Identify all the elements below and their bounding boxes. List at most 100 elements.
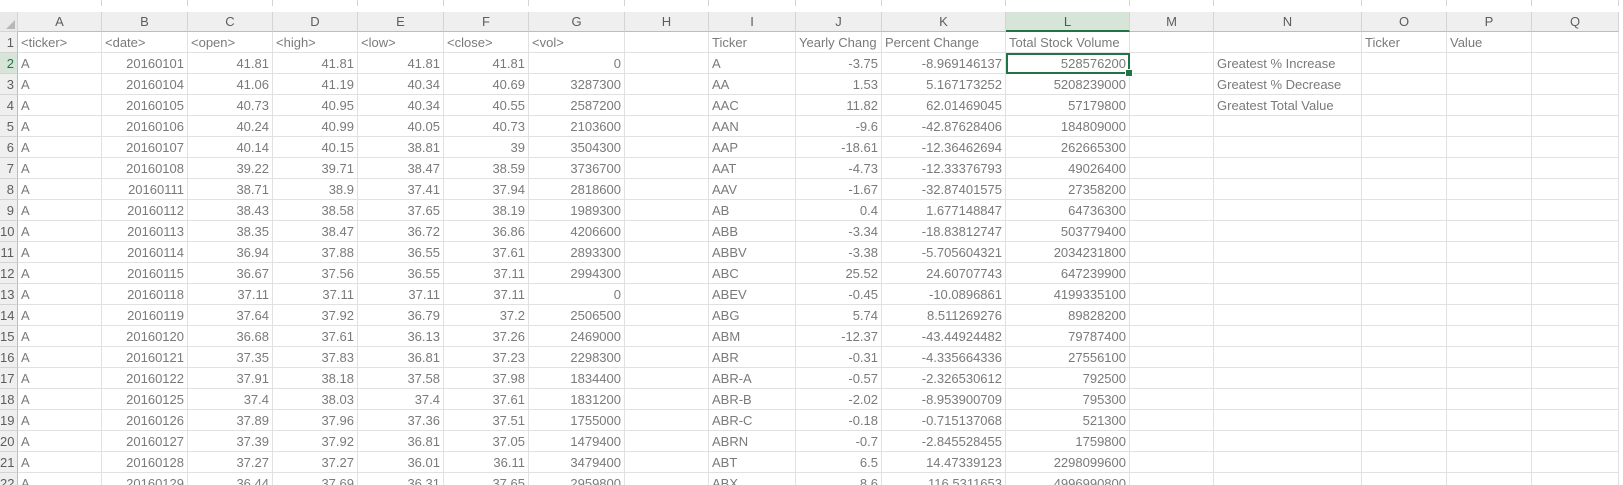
cell-o1[interactable]: Ticker bbox=[1362, 32, 1447, 53]
cell-i2[interactable]: A bbox=[709, 53, 796, 74]
cell-n17[interactable] bbox=[1214, 368, 1362, 389]
cell-j12[interactable]: 25.52 bbox=[796, 263, 882, 284]
cell-d6[interactable]: 40.15 bbox=[273, 137, 358, 158]
cell-a9[interactable]: A bbox=[18, 200, 102, 221]
cell-f13[interactable]: 37.11 bbox=[444, 284, 529, 305]
cell-q19[interactable] bbox=[1532, 410, 1619, 431]
cell-h18[interactable] bbox=[625, 389, 709, 410]
cell-p2[interactable] bbox=[1447, 53, 1532, 74]
cell-a3[interactable]: A bbox=[18, 74, 102, 95]
cell-p18[interactable] bbox=[1447, 389, 1532, 410]
cell-f2[interactable]: 41.81 bbox=[444, 53, 529, 74]
cell-k10[interactable]: -18.83812747 bbox=[882, 221, 1006, 242]
row-header-2[interactable]: 2 bbox=[0, 53, 18, 74]
cell-g19[interactable]: 1755000 bbox=[529, 410, 625, 431]
cell-o15[interactable] bbox=[1362, 326, 1447, 347]
cell-l3[interactable]: 5208239000 bbox=[1006, 74, 1130, 95]
cell-g20[interactable]: 1479400 bbox=[529, 431, 625, 452]
cell-k16[interactable]: -4.335664336 bbox=[882, 347, 1006, 368]
cell-h12[interactable] bbox=[625, 263, 709, 284]
row-header-8[interactable]: 8 bbox=[0, 179, 18, 200]
cell-h9[interactable] bbox=[625, 200, 709, 221]
column-header-o[interactable]: O bbox=[1362, 12, 1447, 32]
cell-c7[interactable]: 39.22 bbox=[188, 158, 273, 179]
cell-o12[interactable] bbox=[1362, 263, 1447, 284]
cell-c12[interactable]: 36.67 bbox=[188, 263, 273, 284]
cell-q22[interactable] bbox=[1532, 473, 1619, 485]
row-header-22[interactable]: 22 bbox=[0, 473, 18, 485]
row-header-16[interactable]: 16 bbox=[0, 347, 18, 368]
cell-i11[interactable]: ABBV bbox=[709, 242, 796, 263]
cell-k3[interactable]: 5.167173252 bbox=[882, 74, 1006, 95]
cell-j5[interactable]: -9.6 bbox=[796, 116, 882, 137]
cell-l11[interactable]: 2034231800 bbox=[1006, 242, 1130, 263]
cell-o21[interactable] bbox=[1362, 452, 1447, 473]
cell-l15[interactable]: 79787400 bbox=[1006, 326, 1130, 347]
cell-k11[interactable]: -5.705604321 bbox=[882, 242, 1006, 263]
cell-m5[interactable] bbox=[1130, 116, 1214, 137]
cell-b21[interactable]: 20160128 bbox=[102, 452, 188, 473]
cell-e12[interactable]: 36.55 bbox=[358, 263, 444, 284]
cell-a8[interactable]: A bbox=[18, 179, 102, 200]
cell-f21[interactable]: 36.11 bbox=[444, 452, 529, 473]
cell-j4[interactable]: 11.82 bbox=[796, 95, 882, 116]
cell-n2[interactable]: Greatest % Increase bbox=[1214, 53, 1362, 74]
cell-b14[interactable]: 20160119 bbox=[102, 305, 188, 326]
cell-d1[interactable]: <high> bbox=[273, 32, 358, 53]
cell-f7[interactable]: 38.59 bbox=[444, 158, 529, 179]
cell-h20[interactable] bbox=[625, 431, 709, 452]
cell-k12[interactable]: 24.60707743 bbox=[882, 263, 1006, 284]
column-header-e[interactable]: E bbox=[358, 12, 444, 32]
cell-b18[interactable]: 20160125 bbox=[102, 389, 188, 410]
fill-handle[interactable] bbox=[1125, 69, 1133, 77]
cell-k20[interactable]: -2.845528455 bbox=[882, 431, 1006, 452]
cell-l16[interactable]: 27556100 bbox=[1006, 347, 1130, 368]
cell-c19[interactable]: 37.89 bbox=[188, 410, 273, 431]
cell-a6[interactable]: A bbox=[18, 137, 102, 158]
cell-q17[interactable] bbox=[1532, 368, 1619, 389]
cell-h11[interactable] bbox=[625, 242, 709, 263]
cell-m15[interactable] bbox=[1130, 326, 1214, 347]
cell-o22[interactable] bbox=[1362, 473, 1447, 485]
cell-b13[interactable]: 20160118 bbox=[102, 284, 188, 305]
cell-p15[interactable] bbox=[1447, 326, 1532, 347]
cell-j9[interactable]: 0.4 bbox=[796, 200, 882, 221]
cell-j8[interactable]: -1.67 bbox=[796, 179, 882, 200]
cell-d9[interactable]: 38.58 bbox=[273, 200, 358, 221]
cell-g2[interactable]: 0 bbox=[529, 53, 625, 74]
cell-h19[interactable] bbox=[625, 410, 709, 431]
cell-h5[interactable] bbox=[625, 116, 709, 137]
cell-o11[interactable] bbox=[1362, 242, 1447, 263]
cell-g7[interactable]: 3736700 bbox=[529, 158, 625, 179]
cell-m2[interactable] bbox=[1130, 53, 1214, 74]
cell-h4[interactable] bbox=[625, 95, 709, 116]
cell-i5[interactable]: AAN bbox=[709, 116, 796, 137]
cell-e11[interactable]: 36.55 bbox=[358, 242, 444, 263]
row-header-14[interactable]: 14 bbox=[0, 305, 18, 326]
cell-d19[interactable]: 37.96 bbox=[273, 410, 358, 431]
cell-g13[interactable]: 0 bbox=[529, 284, 625, 305]
cell-f5[interactable]: 40.73 bbox=[444, 116, 529, 137]
cell-b6[interactable]: 20160107 bbox=[102, 137, 188, 158]
cell-i19[interactable]: ABR-C bbox=[709, 410, 796, 431]
cell-d2[interactable]: 41.81 bbox=[273, 53, 358, 74]
cell-f12[interactable]: 37.11 bbox=[444, 263, 529, 284]
row-header-18[interactable]: 18 bbox=[0, 389, 18, 410]
cell-m11[interactable] bbox=[1130, 242, 1214, 263]
column-header-h[interactable]: H bbox=[625, 12, 709, 32]
cell-k14[interactable]: 8.511269276 bbox=[882, 305, 1006, 326]
cell-c13[interactable]: 37.11 bbox=[188, 284, 273, 305]
column-header-l[interactable]: L bbox=[1006, 12, 1130, 32]
cell-n3[interactable]: Greatest % Decrease bbox=[1214, 74, 1362, 95]
cell-d7[interactable]: 39.71 bbox=[273, 158, 358, 179]
cell-n19[interactable] bbox=[1214, 410, 1362, 431]
cell-e8[interactable]: 37.41 bbox=[358, 179, 444, 200]
cell-e21[interactable]: 36.01 bbox=[358, 452, 444, 473]
cell-f9[interactable]: 38.19 bbox=[444, 200, 529, 221]
cell-c22[interactable]: 36.44 bbox=[188, 473, 273, 485]
cell-j2[interactable]: -3.75 bbox=[796, 53, 882, 74]
cell-a11[interactable]: A bbox=[18, 242, 102, 263]
cell-a2[interactable]: A bbox=[18, 53, 102, 74]
cell-c14[interactable]: 37.64 bbox=[188, 305, 273, 326]
cell-j20[interactable]: -0.7 bbox=[796, 431, 882, 452]
